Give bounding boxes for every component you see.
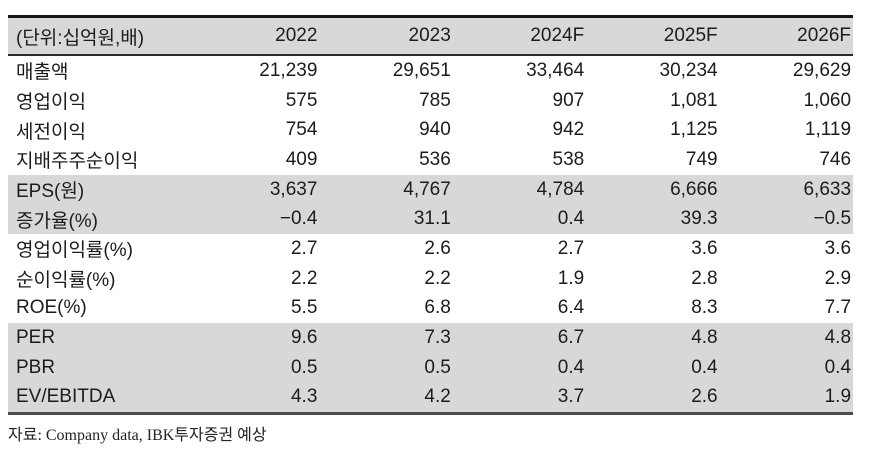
cell-value: 6.4 (557, 297, 585, 319)
table-row: ROE(%) 5.5 6.8 6.4 8.3 7.7 (8, 293, 853, 324)
cell-value: 409 (285, 148, 318, 170)
cell-value: 1,081 (670, 89, 718, 111)
cell-value: 2.9 (824, 267, 852, 289)
table-row: 증가율(%) −0.4 31.1 0.4 39.3 −0.5 (8, 204, 853, 235)
financials-table: (단위:십억원,배) 2022 2023 2024F 2025F 2026F 매… (8, 15, 853, 416)
cell-value: 749 (685, 148, 718, 170)
cell-value: −0.4 (279, 208, 318, 230)
cell-value: 0.5 (290, 356, 318, 378)
cell-value: 1,125 (670, 119, 718, 141)
table-row: PBR 0.5 0.5 0.4 0.4 0.4 (8, 352, 853, 383)
cell-value: 2.6 (691, 386, 718, 408)
cell-value: 907 (552, 89, 585, 111)
column-header-2024f: 2024F (530, 25, 585, 46)
cell-value: 4.2 (424, 386, 451, 408)
cell-value: 0.4 (557, 356, 585, 378)
cell-value: 0.4 (557, 208, 585, 230)
cell-value: 29,629 (792, 59, 852, 81)
cell-value: 538 (552, 148, 585, 170)
column-header-2023: 2023 (408, 25, 451, 46)
cell-value: 9.6 (290, 327, 318, 349)
cell-value: 940 (419, 119, 451, 141)
column-header-2022: 2022 (275, 25, 318, 46)
table-row: PER 9.6 7.3 6.7 4.8 4.8 (8, 323, 853, 353)
cell-value: 4.8 (691, 327, 718, 349)
table-body: 매출액 21,239 29,651 33,464 30,234 29,629 영… (8, 56, 853, 416)
row-label: 세전이익 (16, 121, 86, 143)
column-header-2025f: 2025F (663, 25, 718, 46)
cell-value: 2.8 (691, 267, 718, 289)
cell-value: 29,651 (392, 59, 451, 81)
cell-value: 7.7 (824, 297, 852, 319)
row-label: 영업이익 (16, 92, 86, 114)
cell-value: 2.7 (557, 237, 585, 259)
cell-value: 1.9 (824, 386, 852, 408)
table-row: 지배주주순이익 409 536 538 749 746 (8, 145, 853, 175)
row-label: 영업이익률(%) (16, 240, 133, 262)
table-row: 영업이익률(%) 2.7 2.6 2.7 3.6 3.6 (8, 234, 853, 264)
cell-value: 21,239 (259, 59, 318, 81)
cell-value: 2.6 (424, 237, 451, 259)
row-label: EV/EBITDA (16, 386, 116, 408)
cell-value: 2.2 (424, 267, 451, 289)
cell-value: 0.5 (424, 356, 451, 378)
cell-value: 6,633 (803, 178, 852, 200)
cell-value: 6.7 (557, 327, 585, 349)
row-label: PBR (16, 356, 56, 378)
cell-value: 30,234 (659, 59, 718, 81)
table-row: 매출액 21,239 29,651 33,464 30,234 29,629 (8, 56, 853, 86)
cell-value: 3.6 (824, 237, 852, 259)
cell-value: 1.9 (557, 267, 585, 289)
table-row: EPS(원) 3,637 4,767 4,784 6,666 6,633 (8, 174, 853, 205)
cell-value: 942 (552, 119, 585, 141)
row-label: PER (16, 327, 56, 349)
cell-value: 785 (419, 89, 451, 111)
cell-value: 5.5 (290, 297, 318, 319)
cell-value: −0.5 (813, 208, 852, 230)
cell-value: 6,666 (670, 178, 718, 200)
cell-value: 0.4 (691, 356, 718, 378)
cell-value: 3,637 (269, 178, 318, 200)
cell-value: 6.8 (424, 297, 451, 319)
cell-value: 4,767 (403, 178, 451, 200)
row-label: 순이익률(%) (16, 270, 116, 292)
cell-value: 746 (819, 148, 852, 170)
cell-value: 2.7 (290, 237, 318, 259)
unit-label: (단위:십억원,배) (16, 27, 145, 49)
table-row: EV/EBITDA 4.3 4.2 3.7 2.6 1.9 (8, 382, 853, 413)
cell-value: 39.3 (680, 208, 718, 230)
row-label: 지배주주순이익 (16, 151, 139, 173)
row-label: 증가율(%) (16, 210, 98, 232)
cell-value: 1,060 (803, 89, 852, 111)
column-header-2026f: 2026F (797, 25, 852, 46)
cell-value: 8.3 (691, 297, 718, 319)
row-label: ROE(%) (16, 297, 87, 319)
cell-value: 0.4 (824, 356, 852, 378)
table-header-row: (단위:십억원,배) 2022 2023 2024F 2025F 2026F (8, 18, 853, 56)
cell-value: 4.3 (290, 386, 318, 408)
cell-value: 33,464 (526, 59, 585, 81)
cell-value: 536 (419, 148, 451, 170)
cell-value: 1,119 (804, 119, 852, 141)
cell-value: 3.7 (557, 386, 585, 408)
cell-value: 31.1 (413, 208, 451, 230)
cell-value: 3.6 (691, 237, 718, 259)
cell-value: 4,784 (536, 178, 585, 200)
cell-value: 2.2 (290, 267, 318, 289)
table-row: 영업이익 575 785 907 1,081 1,060 (8, 85, 853, 116)
cell-value: 575 (285, 89, 318, 111)
source-note: 자료: Company data, IBK투자증권 예상 (8, 427, 267, 444)
row-label: 매출액 (16, 62, 69, 84)
table-row: 순이익률(%) 2.2 2.2 1.9 2.8 2.9 (8, 263, 853, 294)
cell-value: 754 (285, 119, 318, 141)
cell-value: 4.8 (824, 327, 852, 349)
cell-value: 7.3 (424, 327, 451, 349)
row-label: EPS(원) (16, 181, 85, 203)
table-row: 세전이익 754 940 942 1,125 1,119 (8, 115, 853, 146)
